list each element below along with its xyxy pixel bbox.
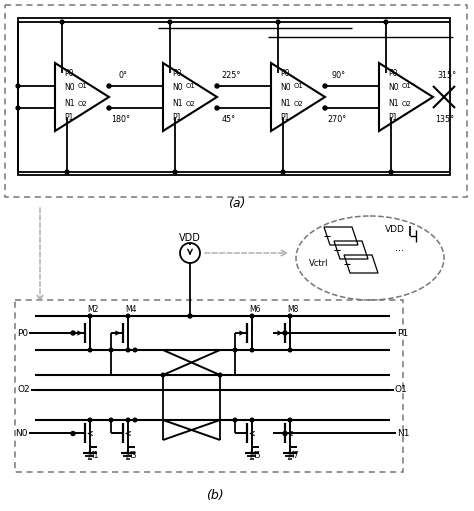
Circle shape bbox=[133, 348, 137, 352]
Text: N0: N0 bbox=[388, 83, 399, 92]
Text: O1: O1 bbox=[186, 83, 196, 89]
Text: O1: O1 bbox=[294, 83, 304, 89]
Text: M7: M7 bbox=[287, 451, 299, 459]
Text: N1: N1 bbox=[388, 99, 399, 107]
Text: 90°: 90° bbox=[332, 72, 346, 81]
Text: O2: O2 bbox=[294, 101, 304, 107]
Circle shape bbox=[109, 418, 113, 422]
Circle shape bbox=[168, 20, 172, 24]
Text: M8: M8 bbox=[287, 306, 299, 314]
Circle shape bbox=[16, 106, 20, 110]
Circle shape bbox=[71, 331, 75, 335]
Circle shape bbox=[250, 348, 254, 352]
Text: M1: M1 bbox=[87, 451, 99, 459]
Text: M6: M6 bbox=[249, 306, 261, 314]
Circle shape bbox=[16, 84, 20, 88]
Text: 45°: 45° bbox=[222, 115, 236, 125]
Text: 0°: 0° bbox=[118, 72, 128, 81]
Circle shape bbox=[188, 314, 192, 318]
Text: N0: N0 bbox=[16, 429, 28, 438]
Text: O2: O2 bbox=[78, 101, 88, 107]
Text: N1: N1 bbox=[172, 99, 182, 107]
Circle shape bbox=[281, 170, 285, 174]
Text: P1: P1 bbox=[388, 113, 397, 123]
Text: VDD: VDD bbox=[385, 225, 405, 235]
Text: (b): (b) bbox=[206, 490, 224, 502]
Text: P0: P0 bbox=[64, 68, 73, 78]
Text: M4: M4 bbox=[125, 306, 137, 314]
Circle shape bbox=[215, 106, 219, 110]
Text: M3: M3 bbox=[125, 451, 137, 459]
Circle shape bbox=[276, 20, 280, 24]
Text: N0: N0 bbox=[64, 83, 74, 92]
Circle shape bbox=[283, 331, 287, 335]
Text: P1: P1 bbox=[64, 113, 73, 123]
Circle shape bbox=[109, 348, 113, 352]
Circle shape bbox=[126, 348, 130, 352]
Text: N1: N1 bbox=[280, 99, 291, 107]
Circle shape bbox=[250, 418, 254, 422]
Circle shape bbox=[215, 84, 219, 88]
Circle shape bbox=[107, 106, 111, 110]
Bar bbox=[18, 18, 450, 175]
Text: VDD: VDD bbox=[179, 233, 201, 243]
Circle shape bbox=[126, 314, 130, 318]
Circle shape bbox=[65, 170, 69, 174]
Circle shape bbox=[250, 314, 254, 318]
Text: P0: P0 bbox=[17, 329, 28, 337]
Circle shape bbox=[323, 84, 327, 88]
Circle shape bbox=[60, 20, 64, 24]
Circle shape bbox=[126, 418, 130, 422]
Text: P0: P0 bbox=[172, 68, 182, 78]
Circle shape bbox=[233, 348, 237, 352]
Circle shape bbox=[288, 348, 292, 352]
Text: P1: P1 bbox=[280, 113, 289, 123]
Circle shape bbox=[107, 84, 111, 88]
Text: 135°: 135° bbox=[436, 115, 455, 125]
Text: 315°: 315° bbox=[438, 72, 456, 81]
Circle shape bbox=[288, 418, 292, 422]
Text: P0: P0 bbox=[280, 68, 290, 78]
Text: O1: O1 bbox=[78, 83, 88, 89]
Circle shape bbox=[233, 418, 237, 422]
Circle shape bbox=[88, 314, 92, 318]
Circle shape bbox=[71, 431, 75, 435]
Text: M2: M2 bbox=[87, 306, 99, 314]
Text: 225°: 225° bbox=[221, 72, 241, 81]
Text: P0: P0 bbox=[388, 68, 398, 78]
Circle shape bbox=[389, 170, 393, 174]
Text: O1: O1 bbox=[395, 385, 408, 394]
Text: M5: M5 bbox=[249, 451, 261, 459]
Text: O2: O2 bbox=[186, 101, 196, 107]
Circle shape bbox=[88, 418, 92, 422]
Text: O2: O2 bbox=[18, 385, 30, 394]
Text: 270°: 270° bbox=[328, 115, 346, 125]
Text: N1: N1 bbox=[64, 99, 74, 107]
Text: (a): (a) bbox=[228, 197, 246, 211]
Circle shape bbox=[323, 106, 327, 110]
Bar bbox=[15, 300, 403, 472]
Text: Vctrl: Vctrl bbox=[309, 259, 328, 267]
Circle shape bbox=[88, 348, 92, 352]
Circle shape bbox=[173, 170, 177, 174]
Circle shape bbox=[384, 20, 388, 24]
Circle shape bbox=[288, 314, 292, 318]
Text: O2: O2 bbox=[402, 101, 412, 107]
Text: N1: N1 bbox=[397, 429, 410, 438]
Bar bbox=[5, 5, 467, 197]
Text: N0: N0 bbox=[280, 83, 291, 92]
Circle shape bbox=[283, 431, 287, 435]
Circle shape bbox=[161, 373, 165, 377]
Text: P1: P1 bbox=[172, 113, 182, 123]
Text: O1: O1 bbox=[402, 83, 412, 89]
Circle shape bbox=[218, 373, 222, 377]
Text: P1: P1 bbox=[397, 329, 408, 337]
Text: 180°: 180° bbox=[111, 115, 130, 125]
Circle shape bbox=[133, 418, 137, 422]
Text: N0: N0 bbox=[172, 83, 182, 92]
Text: ...: ... bbox=[395, 243, 404, 253]
